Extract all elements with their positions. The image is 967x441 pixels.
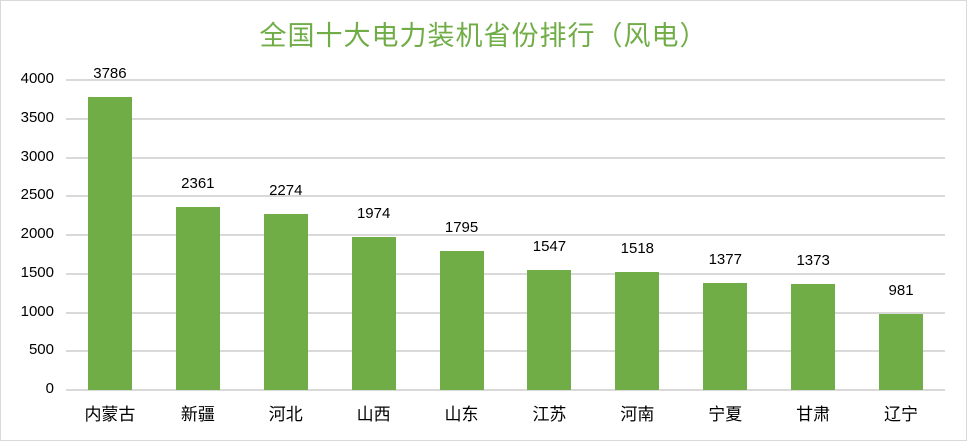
bar	[175, 207, 220, 390]
data-label: 1373	[796, 251, 830, 269]
bar	[263, 213, 308, 390]
x-tick-label: 内蒙古	[84, 405, 136, 425]
x-tick-label: 辽宁	[884, 405, 919, 425]
x-tick-label: 河南	[620, 405, 655, 425]
bar	[87, 96, 132, 390]
x-tick-label: 宁夏	[708, 405, 743, 425]
data-label: 1377	[708, 251, 742, 269]
bar	[527, 270, 572, 390]
y-tick-label: 2000	[20, 225, 54, 242]
x-tick-label: 河北	[268, 405, 303, 425]
data-label: 3786	[93, 64, 127, 82]
gridline	[66, 234, 945, 236]
y-tick-label: 1500	[20, 263, 54, 281]
bar	[879, 313, 924, 390]
x-tick-label: 山东	[444, 405, 479, 425]
bar	[615, 272, 660, 390]
data-label: 1974	[356, 205, 391, 222]
data-label: 1795	[444, 218, 479, 236]
bar	[703, 283, 748, 390]
y-tick-label: 0	[45, 380, 54, 397]
gridline	[66, 195, 945, 198]
y-tick-label: 3500	[20, 108, 54, 126]
chart-title: 全国十大电力装机省份排行（风电）	[259, 21, 708, 52]
y-tick-label: 1000	[20, 302, 54, 320]
gridline	[66, 272, 945, 275]
data-label: 2274	[269, 181, 303, 199]
gridline	[66, 156, 945, 159]
gridline	[66, 117, 945, 120]
gridline	[66, 350, 945, 353]
bar	[791, 283, 836, 390]
gridline	[66, 311, 945, 314]
x-tick-label: 江苏	[532, 405, 567, 425]
x-tick-label: 甘肃	[796, 405, 831, 425]
data-label: 1518	[620, 240, 655, 258]
x-tick-label: 新疆	[180, 405, 215, 425]
gridline	[66, 79, 945, 81]
data-label: 2361	[181, 175, 215, 193]
y-tick-label: 2500	[20, 186, 54, 204]
x-tick-label: 山西	[356, 405, 391, 425]
plot-area: 3786 2361 2274 1974 1795 1547 1518 1377 1373 981	[66, 65, 945, 391]
bar	[351, 237, 396, 390]
y-tick-label: 500	[28, 341, 54, 359]
data-label: 981	[888, 281, 914, 299]
gridline	[66, 389, 945, 391]
y-tick-label: 3000	[20, 147, 54, 165]
y-tick-label: 4000	[20, 70, 54, 87]
bar	[439, 250, 484, 390]
data-label: 1547	[532, 238, 567, 256]
